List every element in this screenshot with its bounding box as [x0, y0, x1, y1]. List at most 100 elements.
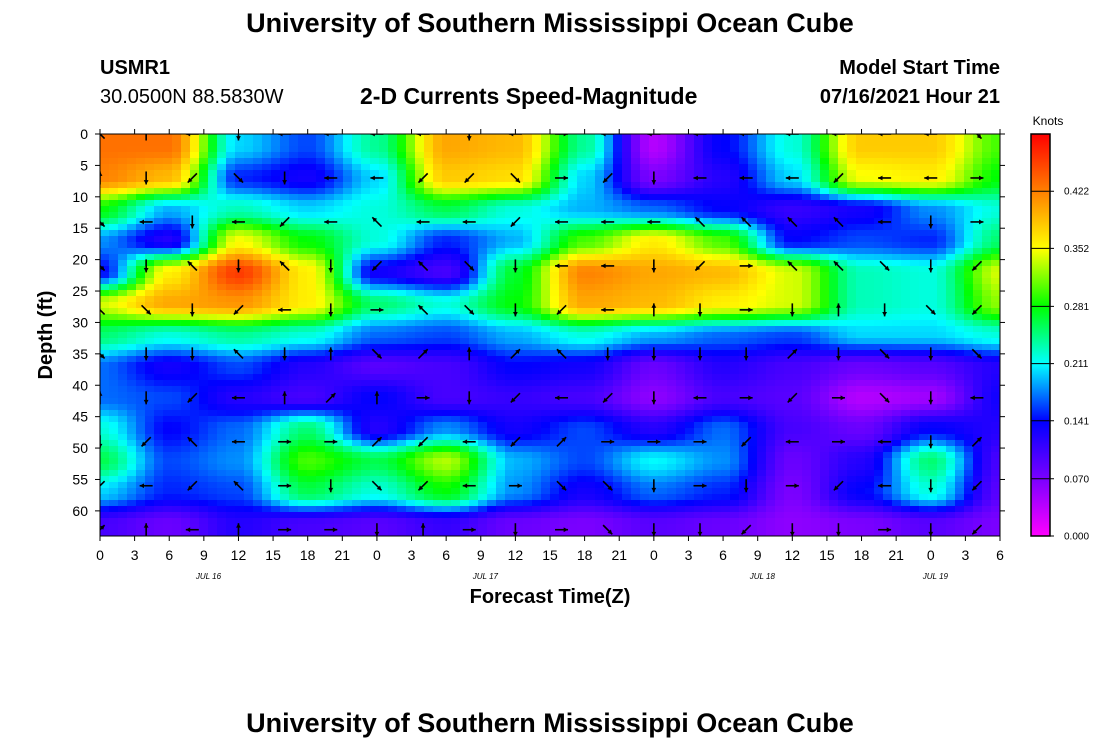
heatmap-cell [406, 410, 416, 417]
heatmap-cell [460, 140, 470, 147]
heatmap-cell [586, 392, 596, 399]
heatmap-cell [730, 344, 740, 351]
heatmap-cell [604, 308, 614, 315]
heatmap-cell [577, 212, 587, 219]
heatmap-cell [397, 260, 407, 267]
heatmap-cell [604, 260, 614, 267]
heatmap-cell [397, 332, 407, 339]
heatmap-cell [838, 278, 848, 285]
heatmap-cell [136, 296, 146, 303]
heatmap-cell [271, 356, 281, 363]
heatmap-cell [523, 182, 533, 189]
heatmap-cell [847, 338, 857, 345]
heatmap-cell [415, 224, 425, 231]
heatmap-cell [244, 254, 254, 261]
heatmap-cell [163, 326, 173, 333]
heatmap-cell [235, 284, 245, 291]
heatmap-cell [523, 410, 533, 417]
heatmap-cell [379, 170, 389, 177]
heatmap-cell [541, 404, 551, 411]
heatmap-cell [433, 314, 443, 321]
heatmap-cell [514, 284, 524, 291]
heatmap-cell [145, 410, 155, 417]
heatmap-cell [685, 290, 695, 297]
heatmap-cell [784, 314, 794, 321]
heatmap-cell [235, 230, 245, 237]
heatmap-cell [271, 326, 281, 333]
heatmap-cell [982, 146, 992, 153]
heatmap-cell [505, 170, 515, 177]
heatmap-cell [172, 350, 182, 357]
heatmap-cell [604, 416, 614, 423]
heatmap-cell [865, 236, 875, 243]
heatmap-cell [955, 368, 965, 375]
heatmap-cell [370, 416, 380, 423]
heatmap-cell [424, 176, 434, 183]
heatmap-cell [757, 314, 767, 321]
heatmap-cell [406, 140, 416, 147]
heatmap-cell [496, 170, 506, 177]
heatmap-cell [901, 368, 911, 375]
heatmap-cell [289, 284, 299, 291]
heatmap-cell [217, 152, 227, 159]
heatmap-cell [721, 326, 731, 333]
heatmap-cell [415, 428, 425, 435]
heatmap-cell [163, 338, 173, 345]
heatmap-cell [928, 212, 938, 219]
heatmap-cell [325, 314, 335, 321]
heatmap-cell [325, 230, 335, 237]
heatmap-cell [172, 224, 182, 231]
heatmap-cell [874, 290, 884, 297]
heatmap-cell [577, 326, 587, 333]
heatmap-cell [316, 236, 326, 243]
heatmap-cell [109, 296, 119, 303]
heatmap-cell [739, 308, 749, 315]
heatmap-cell [244, 398, 254, 405]
heatmap-cell [667, 266, 677, 273]
heatmap-cell [865, 140, 875, 147]
heatmap-cell [532, 218, 542, 225]
heatmap-cell [298, 380, 308, 387]
heatmap-cell [514, 278, 524, 285]
heatmap-cell [811, 416, 821, 423]
heatmap-cell [262, 386, 272, 393]
heatmap-cell [235, 416, 245, 423]
heatmap-cell [712, 176, 722, 183]
heatmap-cell [919, 218, 929, 225]
heatmap-cell [874, 338, 884, 345]
heatmap-cell [766, 146, 776, 153]
heatmap-cell [379, 296, 389, 303]
heatmap-cell [262, 428, 272, 435]
heatmap-cell [541, 194, 551, 201]
heatmap-cell [667, 146, 677, 153]
heatmap-cell [442, 134, 452, 141]
heatmap-cell [964, 272, 974, 279]
heatmap-cell [559, 362, 569, 369]
heatmap-cell [280, 290, 290, 297]
heatmap-cell [226, 206, 236, 213]
heatmap-cell [145, 152, 155, 159]
heatmap-cell [181, 254, 191, 261]
heatmap-cell [433, 404, 443, 411]
heatmap-cell [109, 302, 119, 309]
heatmap-cell [316, 140, 326, 147]
heatmap-cell [325, 308, 335, 315]
heatmap-cell [406, 206, 416, 213]
heatmap-cell [370, 380, 380, 387]
heatmap-cell [244, 332, 254, 339]
heatmap-cell [883, 260, 893, 267]
heatmap-cell [694, 164, 704, 171]
heatmap-cell [622, 386, 632, 393]
heatmap-cell [631, 278, 641, 285]
heatmap-cell [262, 242, 272, 249]
heatmap-cell [199, 344, 209, 351]
heatmap-cell [397, 134, 407, 141]
heatmap-cell [208, 248, 218, 255]
heatmap-cell [964, 410, 974, 417]
heatmap-cell [784, 134, 794, 141]
heatmap-cell [118, 350, 128, 357]
heatmap-cell [163, 164, 173, 171]
heatmap-cell [199, 380, 209, 387]
heatmap-cell [622, 320, 632, 327]
heatmap-cell [604, 422, 614, 429]
